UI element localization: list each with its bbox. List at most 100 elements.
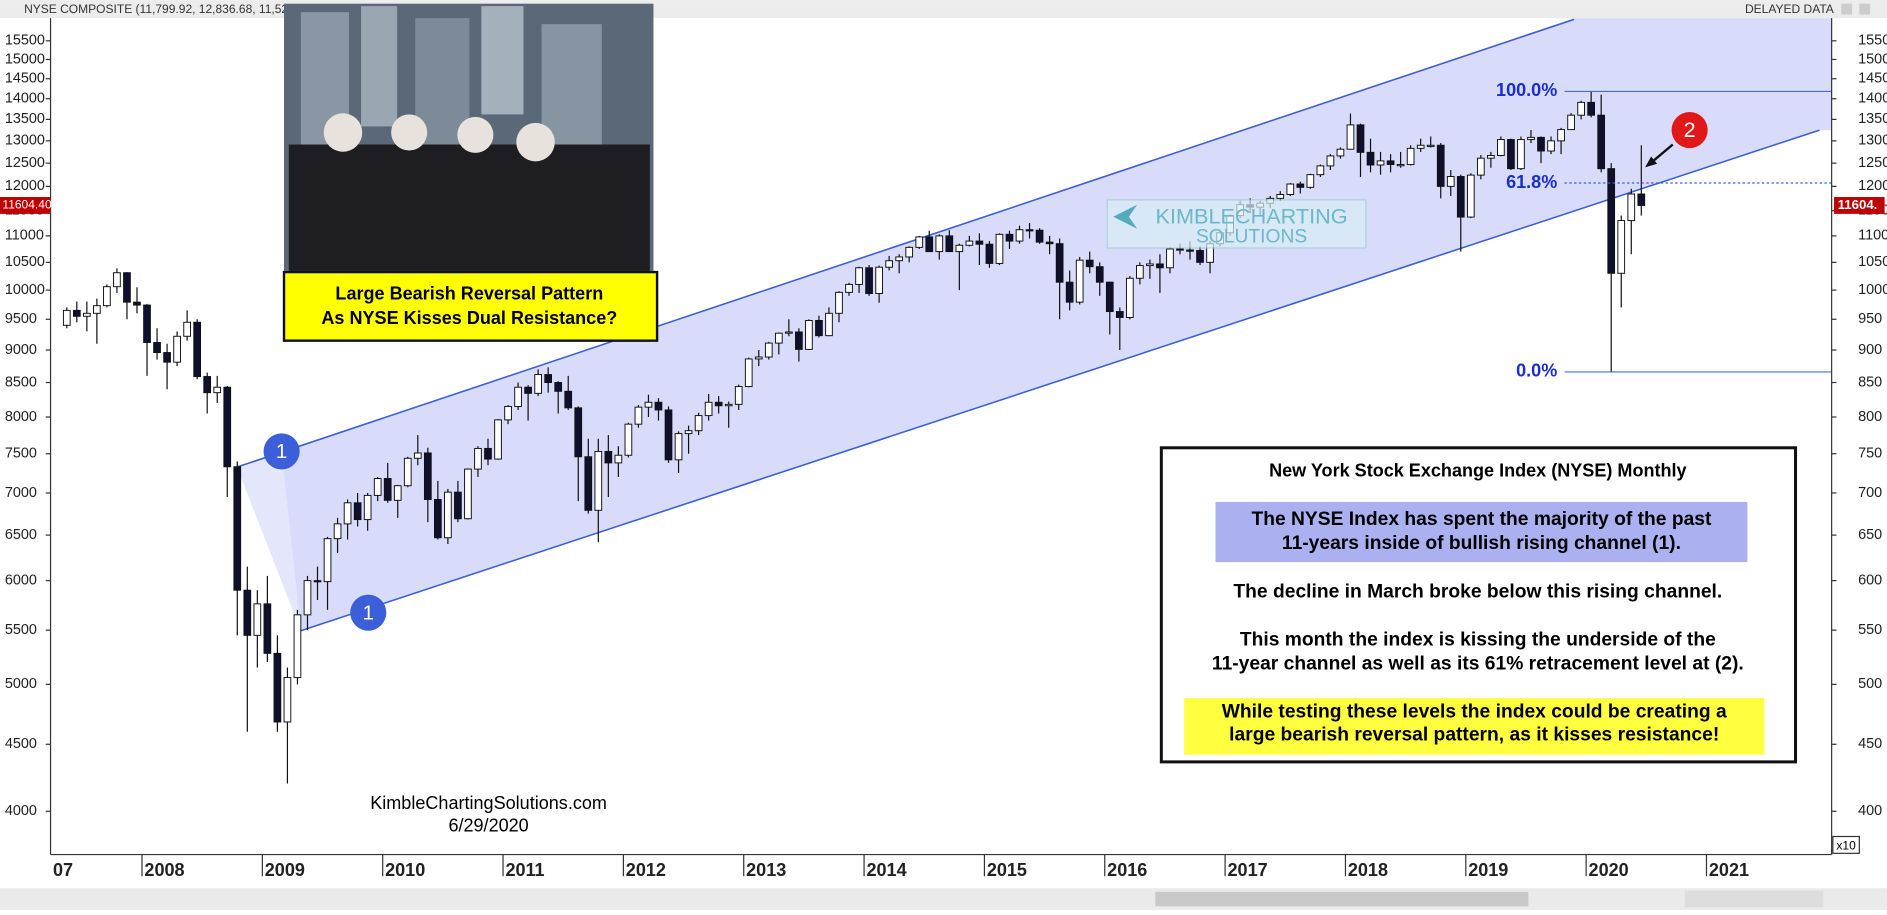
candle-body <box>1507 139 1515 170</box>
candle-body <box>1617 220 1626 274</box>
candle-body <box>1196 250 1204 263</box>
candle-body <box>233 466 242 591</box>
candle-body <box>905 246 914 258</box>
marker <box>263 433 300 470</box>
candle-body <box>1376 160 1385 166</box>
candle-body <box>1416 144 1425 149</box>
plot <box>62 90 1832 784</box>
candle-body <box>1637 193 1646 206</box>
candle-body <box>1306 174 1315 188</box>
candle-body <box>744 358 753 388</box>
y2-tick-label: 600 <box>1858 572 1882 588</box>
y-tick-label: 5500 <box>5 622 37 638</box>
candle-body <box>423 452 432 500</box>
source: KimbleChartingSolutions.com <box>370 793 607 813</box>
photo-building <box>481 6 524 115</box>
candle-body <box>835 291 843 314</box>
candle-body <box>163 352 171 363</box>
photo-figures <box>288 144 650 271</box>
candle-body <box>153 342 161 354</box>
candle-body <box>875 266 883 294</box>
x-tick-label: 2019 <box>1468 860 1508 880</box>
channel-wedge <box>237 451 301 631</box>
scroll-thumb[interactable] <box>1155 891 1529 907</box>
candle-body <box>805 319 813 350</box>
y2-tick-label: 850 <box>1858 374 1882 390</box>
marker <box>1671 112 1708 149</box>
candle-body <box>393 485 402 501</box>
y-tick-label: 15500 <box>5 33 45 49</box>
candle-body <box>213 386 222 394</box>
candle-body <box>915 236 924 248</box>
header-title: NYSE COMPOSITE (11,799.92, 12,836.68, 11… <box>24 2 312 16</box>
candle-body <box>1146 263 1154 267</box>
x-tick-label: 2014 <box>866 860 906 880</box>
candle-body <box>1547 140 1555 152</box>
candle-body <box>1156 263 1164 269</box>
y-tick-label: 15000 <box>5 51 45 67</box>
candle-body <box>173 335 181 363</box>
candle-body <box>373 478 382 496</box>
text-line: The decline in March broke below this ri… <box>1233 581 1722 602</box>
inset-caption: Large Bearish Reversal Pattern <box>335 284 603 304</box>
candle-body <box>72 309 81 317</box>
candle-body <box>664 409 673 461</box>
arrow-head <box>1645 156 1658 168</box>
y-tick-label: 6500 <box>5 527 37 543</box>
button[interactable] <box>1841 3 1853 15</box>
candle-body <box>885 260 893 268</box>
candle-body <box>143 304 151 343</box>
candle-body <box>494 419 502 460</box>
watermark-box <box>1106 199 1367 249</box>
y2-tick-label: 800 <box>1858 409 1882 425</box>
scrollbar[interactable] <box>0 888 1887 910</box>
inset-caption: As NYSE Kisses Dual Resistance? <box>321 308 617 328</box>
candle-body <box>193 321 202 378</box>
y-tick-label: 10500 <box>5 254 45 270</box>
candle-body <box>795 331 803 350</box>
candle-body <box>353 502 362 521</box>
toolbar[interactable] <box>1684 890 1824 908</box>
candle-body <box>273 652 282 723</box>
y-tick-label: 14500 <box>5 71 45 87</box>
y2-tick-label: 1550 <box>1858 33 1887 49</box>
button[interactable] <box>1859 3 1871 15</box>
candle-body <box>714 401 723 407</box>
y2-tick-label: 1000 <box>1858 282 1887 298</box>
candle-body <box>1567 114 1575 131</box>
x-tick-label: 2012 <box>626 860 666 880</box>
y-tick-label: 4000 <box>5 803 37 819</box>
candle-body <box>283 677 292 723</box>
candle-body <box>1055 243 1064 283</box>
photo-face <box>457 116 494 153</box>
candle-body <box>243 589 252 636</box>
candle-body <box>764 342 773 358</box>
candle-body <box>1005 233 1014 242</box>
candle-body <box>965 240 974 246</box>
x-tick-label: 2015 <box>987 860 1027 880</box>
candle-body <box>935 235 944 253</box>
candle-body <box>644 401 653 408</box>
x-tick-label: 2010 <box>385 860 425 880</box>
candle-body <box>1276 194 1285 199</box>
candle-body <box>1487 155 1495 159</box>
conclusion-box <box>1184 698 1765 755</box>
y-tick-label: 7000 <box>5 485 37 501</box>
photo-face <box>323 113 363 152</box>
marker-label: 1 <box>276 440 287 463</box>
y2-tick-label: 550 <box>1858 622 1882 638</box>
candle-body <box>514 386 522 407</box>
highlight-box <box>1215 501 1748 563</box>
candle-body <box>1426 144 1435 147</box>
y2-tick-label: 1200 <box>1858 178 1887 194</box>
candle-body <box>1035 229 1044 243</box>
y2-tick-label: 700 <box>1858 485 1882 501</box>
candle-body <box>1015 229 1024 242</box>
candle-body <box>1186 249 1194 252</box>
candle-body <box>1456 176 1465 218</box>
text-line: 11-years inside of bullish rising channe… <box>1282 533 1681 554</box>
x-tick-label: 2016 <box>1107 860 1147 880</box>
candle-body <box>1316 165 1325 176</box>
candle-body <box>403 457 412 487</box>
candle-body <box>614 454 623 464</box>
